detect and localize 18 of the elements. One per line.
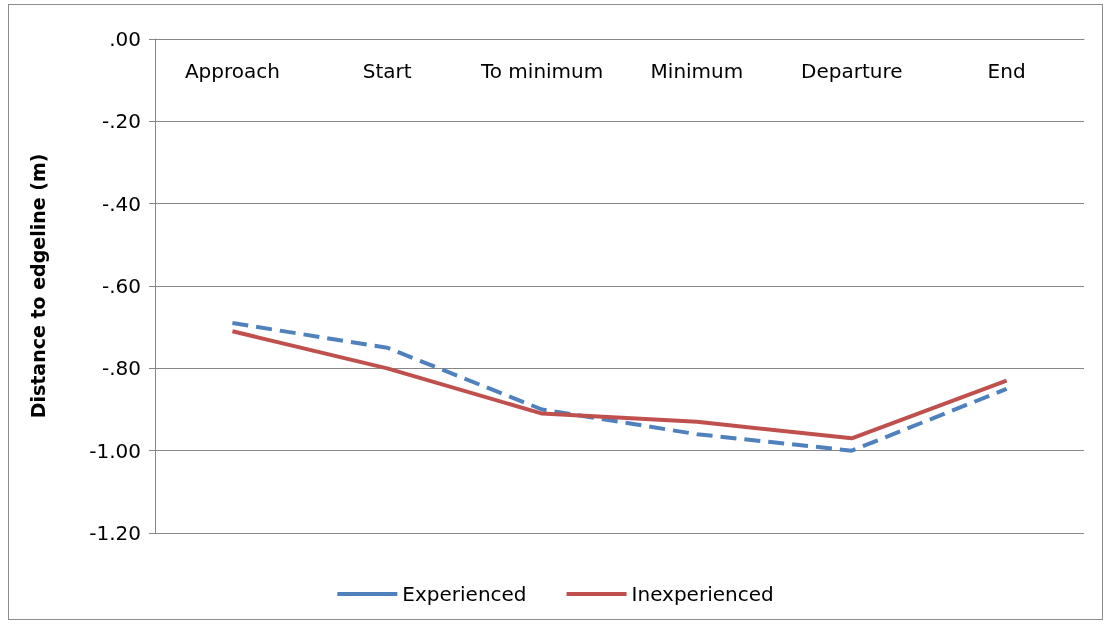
line-series	[230, 329, 1009, 441]
y-tick-label: -.60	[101, 274, 141, 298]
y-tick-label: -.40	[101, 191, 141, 216]
x-tick-label: Departure	[801, 59, 903, 83]
legend-label: Inexperienced	[631, 582, 774, 606]
x-tick-label: End	[987, 59, 1026, 83]
y-tick-label: .00	[109, 27, 141, 51]
line-series	[230, 321, 1009, 453]
x-tick-label: Minimum	[650, 59, 744, 83]
x-tick-label: Start	[362, 59, 412, 83]
legend-label: Experienced	[402, 582, 527, 606]
y-tick-label: -1.00	[89, 438, 141, 463]
x-tick-label: To minimum	[479, 59, 604, 83]
x-tick-label: Approach	[184, 59, 280, 83]
y-tick-label: -.20	[101, 109, 141, 134]
y-tick-label: -1.20	[89, 521, 141, 545]
y-axis-title: Distance to edgeline (m)	[26, 153, 49, 419]
y-tick-label: -.80	[101, 356, 141, 381]
